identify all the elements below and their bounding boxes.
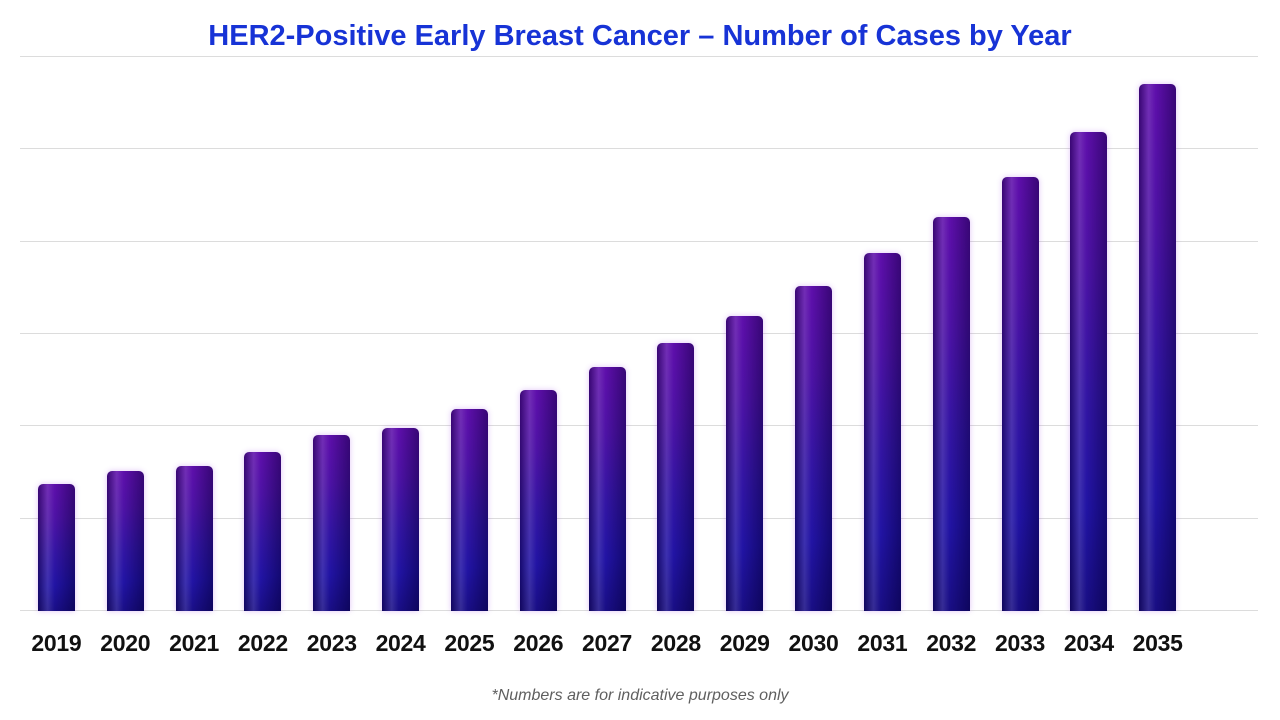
x-tick-label-2021: 2021	[169, 630, 220, 656]
x-tick-label-2019: 2019	[31, 630, 82, 656]
gridline	[20, 333, 1258, 334]
bar-2035	[1139, 83, 1177, 611]
gridline	[20, 240, 1258, 242]
bar-slot-2020	[91, 57, 160, 611]
gridline	[20, 148, 1258, 150]
bar-2022	[244, 452, 282, 611]
x-tick-label-2026: 2026	[513, 630, 564, 656]
bar-2023	[313, 434, 351, 611]
x-tick-label-2035: 2035	[1132, 630, 1183, 656]
bar-slot-2028	[641, 57, 710, 611]
x-tick-label-2032: 2032	[926, 630, 977, 656]
bar-slot-2019	[22, 57, 91, 611]
x-tick-label-2028: 2028	[650, 630, 701, 656]
bar-2031	[863, 252, 901, 611]
bar-slot-2022	[228, 57, 297, 611]
bar-slot-2032	[917, 57, 986, 611]
x-tick-label-2031: 2031	[857, 630, 908, 656]
bar-slot-2035	[1123, 57, 1192, 611]
bar-slot-2027	[573, 57, 642, 611]
bar-slot-2033	[986, 57, 1055, 611]
gridlines	[20, 56, 1258, 611]
x-tick-label-2024: 2024	[375, 630, 426, 656]
bar-slot-2031	[848, 57, 917, 611]
x-tick-label-2022: 2022	[237, 630, 288, 656]
x-tick-label-2027: 2027	[582, 630, 633, 656]
bar-slot-2029	[710, 57, 779, 611]
footnote: *Numbers are for indicative purposes onl…	[491, 687, 789, 704]
bar-slot-2021	[160, 57, 229, 611]
bar-slot-2034	[1054, 57, 1123, 611]
bar-2033	[1001, 177, 1039, 611]
plot-area	[22, 57, 1192, 611]
bar-2032	[932, 216, 970, 611]
gridline	[20, 425, 1258, 427]
x-tick-label-2029: 2029	[719, 630, 770, 656]
x-tick-label-2030: 2030	[788, 630, 839, 656]
bar-slot-2026	[504, 57, 573, 611]
bar-2034	[1070, 131, 1108, 611]
gridline	[20, 610, 1258, 611]
x-tick-label-2025: 2025	[444, 630, 495, 656]
bar-2029	[726, 315, 764, 611]
chart-title: HER2-Positive Early Breast Cancer – Numb…	[208, 20, 1072, 52]
bar-slot-2030	[779, 57, 848, 611]
x-tick-label-2033: 2033	[995, 630, 1045, 656]
x-tick-label-2020: 2020	[100, 630, 151, 656]
x-axis-labels: 2019 2020 2021 2022 2023 2024 2025 2026 2027 2028…	[22, 628, 1192, 658]
bar-2025	[450, 408, 488, 611]
gridline	[20, 56, 1258, 57]
x-tick-label-2034: 2034	[1063, 630, 1114, 656]
bar-slot-2024	[366, 57, 435, 611]
bar-2021	[175, 466, 213, 611]
bar-2027	[588, 367, 626, 611]
bar-2026	[519, 390, 557, 611]
bar-2030	[795, 286, 833, 611]
bar-2028	[657, 343, 695, 611]
bar-2019	[37, 483, 75, 611]
bar-2024	[382, 428, 420, 611]
bar-2020	[106, 470, 144, 611]
bar-slot-2025	[435, 57, 504, 611]
gridline	[20, 517, 1258, 519]
x-tick-label-2023: 2023	[306, 630, 357, 656]
bar-chart	[20, 56, 1258, 611]
bar-slot-2023	[297, 57, 366, 611]
